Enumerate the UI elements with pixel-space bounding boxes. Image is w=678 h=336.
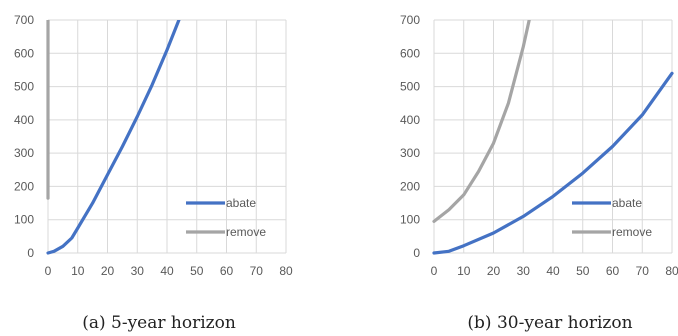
y-tick-label: 0 [413, 246, 420, 260]
y-tick-label: 100 [400, 213, 420, 227]
series-line-abate [432, 71, 674, 255]
series-group [46, 20, 181, 255]
y-tick-label: 400 [400, 113, 420, 127]
y-tick-label: 200 [14, 179, 34, 193]
legend-label-abate: abate [612, 196, 642, 210]
series-group [432, 20, 674, 255]
series-line-remove [432, 20, 531, 223]
y-tick-label: 500 [14, 80, 34, 94]
y-tick-label: 200 [400, 179, 420, 193]
y-tick-label: 600 [400, 46, 420, 60]
chart-caption: (b) 30-year horizon [467, 313, 632, 333]
x-tick-label: 40 [160, 264, 174, 278]
x-tick-label: 30 [131, 264, 145, 278]
legend-label-remove: remove [226, 225, 266, 239]
x-tick-label: 50 [576, 264, 590, 278]
x-tick-label: 80 [665, 264, 678, 278]
x-tick-label: 80 [279, 264, 293, 278]
legend-label-abate: abate [226, 196, 256, 210]
y-tick-label: 300 [400, 146, 420, 160]
y-tick-label: 0 [27, 246, 34, 260]
chart-panel-1: 0 100 200 300 400 500 600 700 0 10 20 30 40 50 60 70 80 a… [400, 13, 678, 333]
legend: abate remove [186, 196, 266, 239]
x-tick-label: 70 [636, 264, 650, 278]
y-tick-label: 500 [400, 80, 420, 94]
y-tick-label: 400 [14, 113, 34, 127]
chart-panel-0: 0 100 200 300 400 500 600 700 0 10 20 30 40 50 60 70 80 a… [14, 13, 293, 333]
x-tick-label: 50 [190, 264, 204, 278]
x-tick-label: 10 [71, 264, 85, 278]
y-tick-label: 300 [14, 146, 34, 160]
legend-label-remove: remove [612, 225, 652, 239]
x-tick-label: 0 [45, 264, 52, 278]
series-line-abate [46, 20, 181, 255]
x-tick-label: 70 [250, 264, 264, 278]
legend: abate remove [572, 196, 652, 239]
y-tick-label: 700 [14, 13, 34, 27]
x-tick-label: 60 [606, 264, 620, 278]
x-tick-label: 20 [101, 264, 115, 278]
y-tick-label: 100 [14, 213, 34, 227]
y-tick-label: 600 [14, 46, 34, 60]
x-tick-label: 40 [546, 264, 560, 278]
chart-caption: (a) 5-year horizon [82, 313, 236, 333]
x-tick-label: 60 [220, 264, 234, 278]
x-tick-label: 10 [457, 264, 471, 278]
x-tick-label: 0 [431, 264, 438, 278]
x-tick-label: 20 [487, 264, 501, 278]
y-tick-label: 700 [400, 13, 420, 27]
x-tick-label: 30 [517, 264, 531, 278]
